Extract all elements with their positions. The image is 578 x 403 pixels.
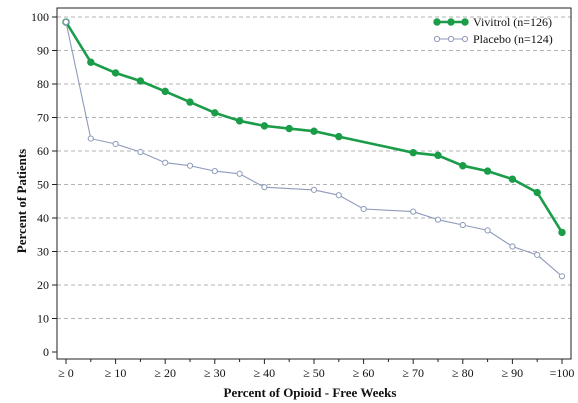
- x-tick-label: ≥ 30: [204, 366, 226, 380]
- data-point: [483, 167, 492, 175]
- data-point: [534, 251, 541, 258]
- data-point: [211, 109, 219, 117]
- data-point: [137, 148, 144, 156]
- data-point: [260, 122, 269, 130]
- y-tick-label: 100: [31, 10, 49, 24]
- data-point: [62, 18, 70, 26]
- y-tick-label: 50: [37, 178, 49, 192]
- x-tick-label: ≥ 40: [254, 366, 276, 380]
- y-tick-label: 90: [37, 44, 49, 58]
- data-point: [509, 243, 516, 250]
- data-point: [161, 87, 169, 96]
- legend: Vivitrol (n=126) Placebo (n=124): [433, 15, 553, 46]
- legend-swatch-marker: [433, 35, 441, 43]
- y-tick-label: 80: [37, 77, 49, 91]
- data-point: [162, 159, 169, 166]
- data-point: [186, 162, 194, 169]
- data-point: [409, 148, 417, 157]
- x-tick-label: ≥ 0: [58, 366, 74, 380]
- data-point: [558, 273, 566, 280]
- y-axis-title: Percent of Patients: [14, 149, 29, 253]
- data-point: [87, 58, 95, 66]
- data-point: [136, 77, 145, 85]
- series-2: [62, 18, 566, 280]
- x-tick-label: ≥ 80: [452, 366, 474, 380]
- x-axis-title: Percent of Opioid - Free Weeks: [224, 385, 397, 400]
- y-tick-label: 0: [43, 345, 49, 359]
- y-tick-label: 30: [37, 245, 49, 259]
- data-point: [459, 162, 467, 170]
- data-point: [261, 184, 268, 191]
- data-point: [111, 69, 120, 77]
- data-point: [335, 192, 342, 199]
- data-point: [410, 208, 417, 215]
- data-point: [186, 98, 194, 106]
- data-point: [310, 186, 318, 193]
- data-point: [235, 117, 244, 125]
- data-point: [558, 228, 566, 237]
- y-tick-label: 20: [37, 278, 49, 292]
- data-point: [236, 170, 243, 177]
- data-point: [360, 205, 367, 213]
- x-tick-label: ≥ 90: [502, 366, 524, 380]
- y-tick-label: 70: [37, 111, 49, 125]
- data-point: [211, 168, 218, 175]
- y-tick-label: 40: [37, 211, 49, 225]
- series-layer: [62, 18, 566, 280]
- x-tick-label: ≥ 20: [154, 366, 176, 380]
- data-point: [508, 175, 517, 183]
- data-point: [335, 132, 343, 141]
- legend-swatch-marker: [447, 18, 455, 26]
- x-tick-label: ≥ 60: [353, 366, 375, 380]
- legend-label: Vivitrol (n=126): [473, 15, 552, 29]
- data-point: [484, 227, 491, 234]
- data-point: [459, 221, 466, 229]
- data-point: [310, 127, 318, 135]
- legend-swatch-marker: [433, 18, 441, 26]
- legend-item-2: Placebo (n=124): [433, 32, 553, 46]
- data-point: [434, 216, 442, 223]
- legend-swatch-marker: [447, 35, 455, 43]
- axes: 0 10 20 30 40 50 60 70 80 90 100 ≥ 0 ≥ 10 ≥ 20 ≥ 30 ≥ 4…: [31, 7, 575, 380]
- grid-lines: [57, 16, 571, 319]
- x-tick-label: ≥ 10: [105, 366, 127, 380]
- legend-swatch-marker: [461, 35, 469, 43]
- y-tick-label: 60: [37, 144, 49, 158]
- plot-frame: [56, 7, 572, 360]
- data-point: [87, 135, 94, 142]
- series-line: [64, 21, 564, 234]
- data-point: [533, 188, 541, 197]
- y-tick-label: 10: [37, 312, 49, 326]
- series-1: [62, 18, 566, 237]
- x-tick-label: ≥ 70: [402, 366, 424, 380]
- x-tick-label: =100: [550, 366, 575, 380]
- data-point: [434, 151, 442, 160]
- x-tick-label: ≥ 50: [303, 366, 325, 380]
- legend-swatch-marker: [461, 18, 469, 26]
- legend-label: Placebo (n=124): [473, 32, 553, 46]
- legend-item-1: Vivitrol (n=126): [433, 15, 552, 29]
- data-point: [112, 140, 119, 148]
- data-point: [285, 124, 293, 133]
